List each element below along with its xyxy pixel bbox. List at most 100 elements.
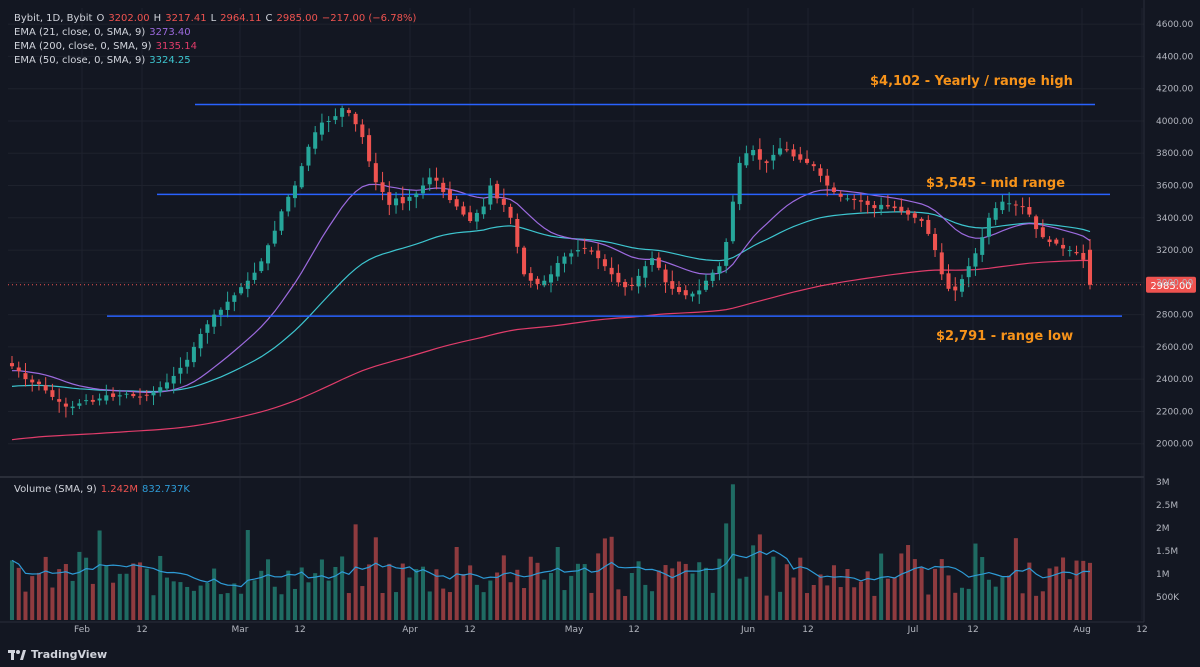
volume-bar	[764, 595, 769, 620]
volume-bar	[380, 592, 385, 620]
volume-bar	[427, 591, 432, 620]
volume-bar	[1054, 566, 1059, 620]
volume-bar	[468, 565, 473, 620]
candle	[454, 199, 459, 207]
candle	[872, 205, 877, 209]
ema21-value: 3273.40	[149, 27, 191, 38]
candle	[858, 200, 863, 202]
price-tick-label: 2800.00	[1156, 311, 1193, 321]
candle	[643, 266, 648, 278]
volume-bar	[643, 584, 648, 620]
volume-bar	[158, 555, 163, 620]
candle	[885, 205, 890, 207]
ema200-value: 3135.14	[155, 41, 197, 52]
volume-bar	[542, 579, 547, 620]
candle	[582, 247, 587, 249]
candle	[232, 295, 237, 302]
volume-bar	[232, 583, 237, 620]
volume-bar	[373, 537, 378, 620]
price-tick-label: 3800.00	[1156, 149, 1193, 159]
volume-bar	[9, 560, 15, 620]
candle	[535, 278, 540, 284]
volume-bar	[980, 557, 985, 620]
volume-bar	[636, 561, 641, 620]
candle	[778, 148, 783, 155]
volume-bar	[623, 595, 628, 620]
volume-bar	[825, 585, 830, 620]
price-tick-label: 2600.00	[1156, 343, 1193, 353]
candle	[784, 149, 789, 151]
volume-bar	[629, 572, 634, 620]
candle	[212, 314, 217, 327]
candle	[555, 262, 560, 277]
candle	[57, 399, 62, 402]
candle	[825, 175, 830, 186]
candle	[252, 272, 257, 280]
volume-bar	[562, 590, 567, 620]
volume-bar	[596, 553, 601, 620]
volume-sma-line	[11, 549, 1091, 588]
time-tick-label: Jun	[740, 625, 755, 635]
volume-bar	[57, 569, 62, 620]
volume-bar	[515, 569, 520, 620]
tradingview-brand[interactable]: TradingView	[8, 648, 107, 661]
brand-label: TradingView	[31, 648, 108, 661]
candle	[394, 198, 399, 206]
volume-bar	[1047, 568, 1052, 620]
volume-bar	[1061, 557, 1066, 620]
candle	[1067, 250, 1072, 252]
volume-bar	[447, 592, 452, 620]
candle	[1087, 249, 1093, 285]
candle	[879, 204, 884, 210]
candle	[717, 266, 722, 274]
volume-bar	[326, 580, 331, 620]
ema50-legend[interactable]: EMA (50, close, 0, SMA, 9) 3324.25	[14, 54, 195, 67]
volume-bar	[535, 562, 540, 620]
volume-bar	[751, 545, 756, 620]
ema200-legend[interactable]: EMA (200, close, 0, SMA, 9) 3135.14	[14, 40, 201, 53]
volume-bar	[885, 578, 890, 620]
volume-bar	[50, 587, 55, 620]
candle	[522, 247, 527, 275]
volume-bar	[845, 568, 850, 620]
volume-tick-label: 2M	[1156, 524, 1170, 534]
candle	[346, 110, 351, 113]
volume-bar	[919, 567, 924, 620]
time-tick-label: 12	[628, 625, 639, 635]
candle	[468, 212, 473, 222]
candle	[1040, 227, 1045, 238]
volume-bar	[858, 581, 863, 620]
candle	[845, 198, 850, 200]
candle	[771, 154, 776, 161]
time-tick-label: Apr	[402, 625, 418, 635]
candle	[407, 196, 412, 201]
candle	[818, 168, 823, 176]
volume-bar	[1081, 560, 1086, 620]
volume-legend[interactable]: Volume (SMA, 9) 1.242M 832.737K	[14, 483, 194, 496]
volume-bar	[218, 594, 223, 620]
candle	[77, 403, 82, 406]
ema21-legend[interactable]: EMA (21, close, 0, SMA, 9) 3273.40	[14, 26, 195, 39]
volume-bar	[407, 577, 412, 620]
candle	[124, 393, 129, 395]
time-tick-label: 12	[136, 625, 147, 635]
candles	[9, 105, 1093, 418]
candle	[16, 367, 21, 372]
candle	[959, 279, 965, 292]
volume-bar	[683, 563, 688, 620]
volume-bar	[663, 565, 668, 620]
volume-bar	[191, 590, 196, 620]
volume-bar	[286, 570, 291, 620]
candle	[488, 185, 493, 205]
candle	[313, 132, 318, 149]
volume-bar	[575, 563, 580, 620]
candle	[751, 150, 756, 156]
candle	[899, 206, 904, 212]
candle	[980, 237, 985, 255]
volume-bar	[973, 543, 978, 620]
volume-bar	[650, 591, 655, 620]
candle	[84, 400, 89, 402]
volume-bar	[1020, 593, 1025, 620]
volume-bar	[757, 534, 762, 620]
